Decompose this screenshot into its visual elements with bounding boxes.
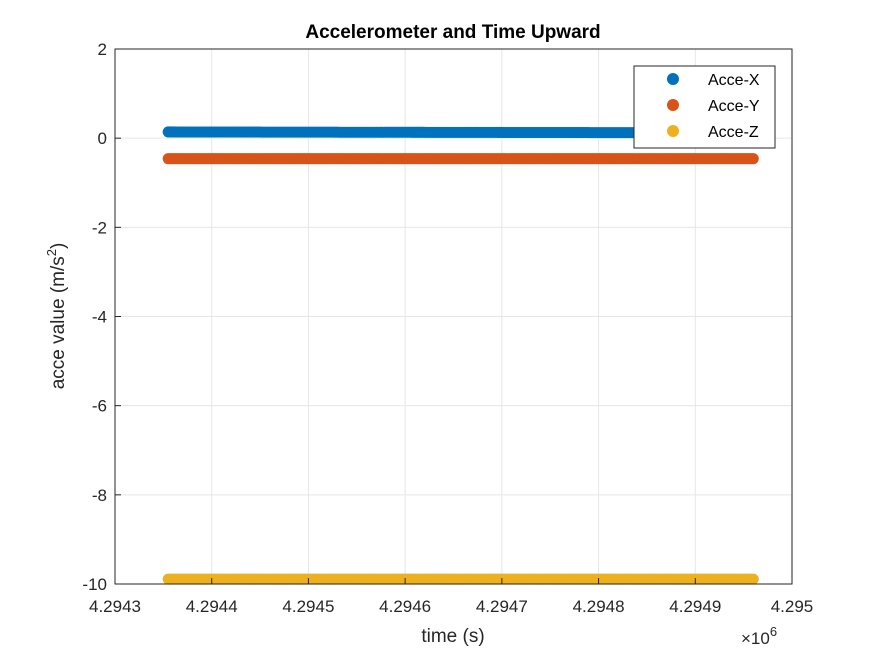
- series-acce-y: [162, 153, 759, 165]
- y-tick-label: 0: [98, 129, 107, 148]
- y-tick-label: -10: [82, 575, 107, 594]
- x-axis-multiplier: ×106: [741, 624, 777, 648]
- chart-legend: Acce-X Acce-Y Acce-Z: [633, 65, 776, 149]
- x-multiplier-exponent: 6: [770, 624, 777, 639]
- y-tick-label: 2: [98, 40, 107, 59]
- y-axis-label: acce value (m/s2): [44, 243, 69, 390]
- y-tick-label: -8: [92, 486, 107, 505]
- legend-label: Acce-Z: [708, 124, 759, 141]
- legend-marker: [667, 125, 679, 137]
- legend-label: Acce-X: [708, 72, 760, 89]
- axis-ticks: 4.2943 4.2944 4.2945 4.2946 4.2947 4.2948 4.29…: [82, 40, 813, 616]
- x-tick-label: 4.295: [771, 597, 814, 616]
- x-tick-label: 4.2945: [282, 597, 334, 616]
- y-axis-label-superscript: 2: [44, 249, 59, 256]
- y-axis-label-tail: ): [48, 243, 69, 249]
- x-axis-label: time (s): [421, 626, 484, 647]
- x-multiplier-base: ×10: [741, 629, 770, 648]
- y-axis-label-main: acce value (m/s: [48, 256, 69, 389]
- chart-title: Accelerometer and Time Upward: [305, 22, 600, 43]
- x-tick-label: 4.2943: [89, 597, 141, 616]
- series-acce-z: [162, 573, 759, 585]
- x-tick-label: 4.2948: [573, 597, 625, 616]
- x-tick-label: 4.2944: [186, 597, 238, 616]
- y-tick-label: -2: [92, 218, 107, 237]
- y-tick-label: -6: [92, 397, 107, 416]
- x-tick-label: 4.2949: [669, 597, 721, 616]
- y-tick-label: -4: [92, 308, 107, 327]
- x-tick-label: 4.2947: [476, 597, 528, 616]
- data-point: [747, 153, 759, 165]
- legend-label: Acce-Y: [708, 98, 760, 115]
- legend-marker: [667, 99, 679, 111]
- x-tick-label: 4.2946: [379, 597, 431, 616]
- legend-marker: [667, 73, 679, 85]
- legend-box: [633, 65, 776, 149]
- data-point: [747, 573, 759, 585]
